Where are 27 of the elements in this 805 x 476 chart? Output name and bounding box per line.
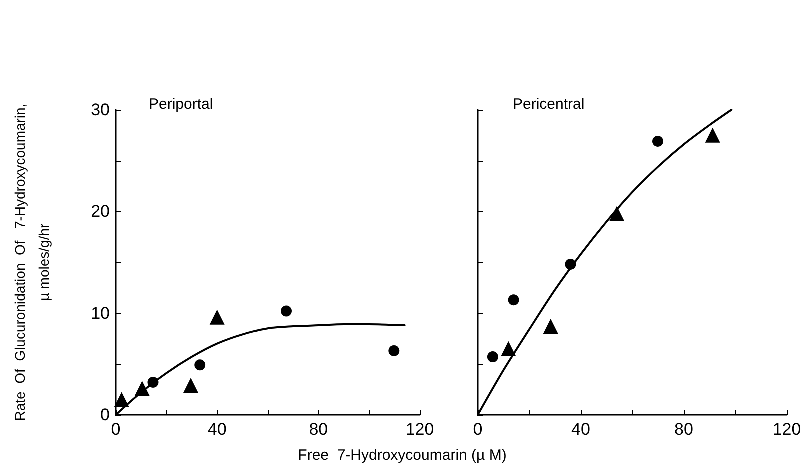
- x-tick-label: 0: [473, 420, 483, 439]
- point: [705, 128, 720, 143]
- y-tick-label: 20: [91, 202, 110, 222]
- point: [210, 310, 225, 325]
- x-tick-label: 40: [208, 420, 227, 439]
- y-tick-label: 0: [100, 406, 110, 424]
- point: [487, 352, 498, 363]
- y-axis-title: Rate Of Glucuronidation Of 7-Hydroxycoumarin, µ moles/g/hr: [12, 104, 52, 422]
- x-tick-label: 40: [572, 420, 590, 439]
- point: [194, 360, 206, 371]
- x-tick-label: 120: [772, 420, 802, 439]
- point: [501, 341, 516, 356]
- point: [508, 294, 520, 306]
- point: [388, 345, 400, 356]
- y-tick-label: 30: [91, 100, 110, 120]
- x-tick-label: 80: [674, 420, 694, 439]
- y-tick-label: 10: [91, 304, 110, 323]
- point: [652, 136, 664, 148]
- point: [114, 392, 130, 408]
- point: [543, 319, 558, 334]
- chart-title: Periportal: [149, 96, 214, 113]
- x-tick-label: 80: [309, 420, 328, 439]
- x-tick-label: 120: [406, 420, 434, 439]
- chart-title: Pericentral: [513, 96, 585, 113]
- x-axis-title: Free 7-Hydroxycoumarin (µ M): [297, 447, 508, 464]
- point: [281, 306, 292, 317]
- point: [183, 378, 198, 394]
